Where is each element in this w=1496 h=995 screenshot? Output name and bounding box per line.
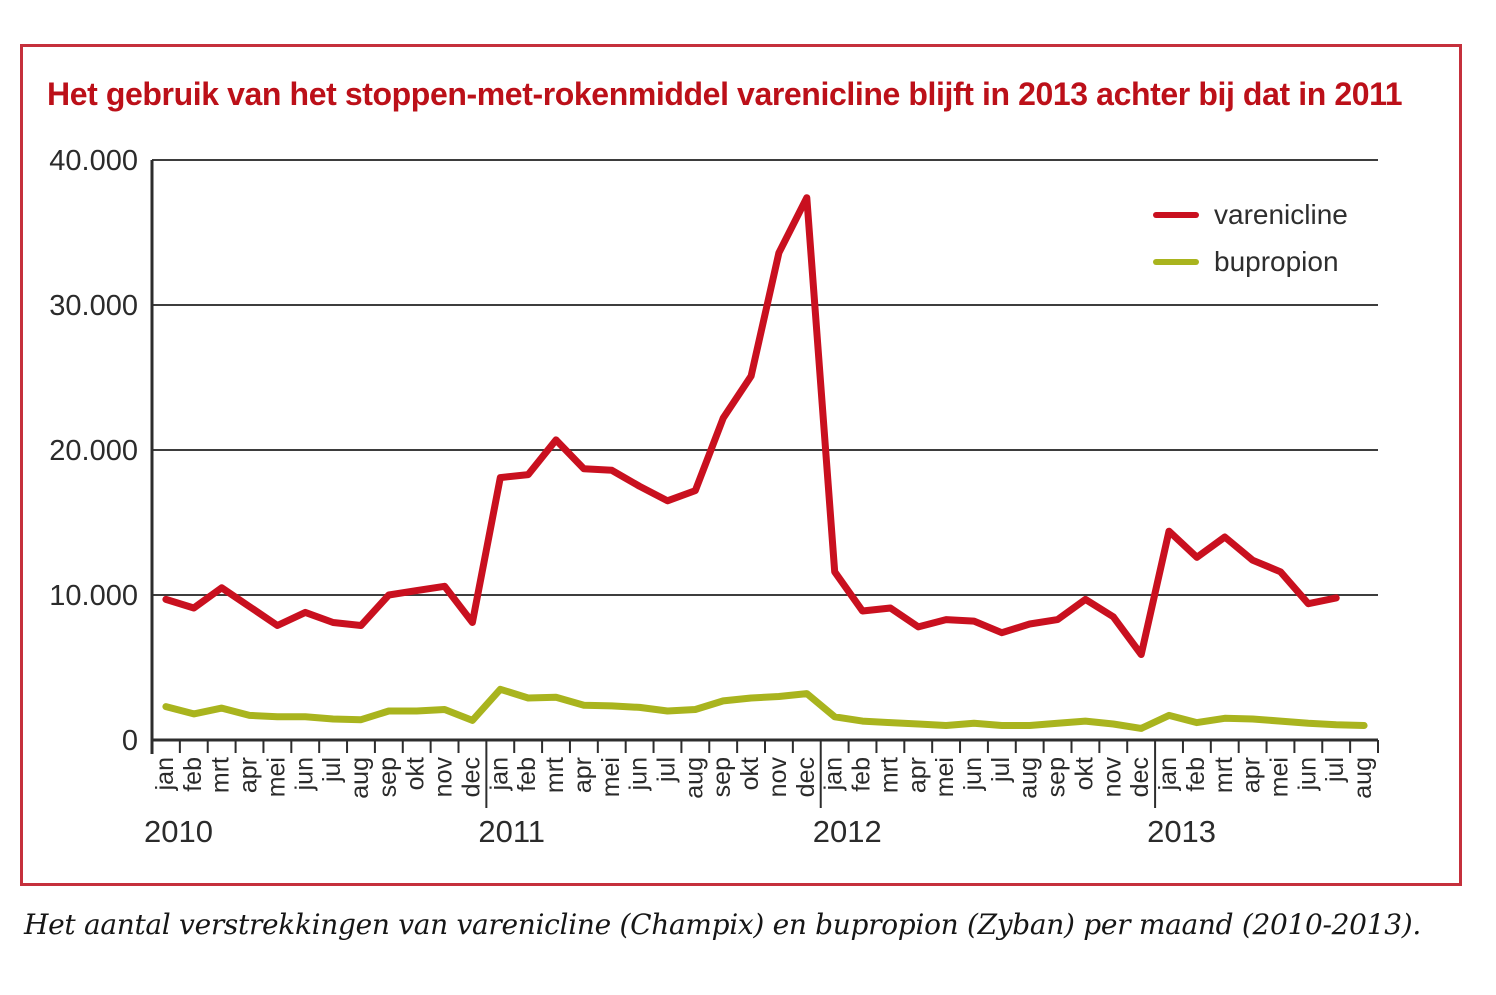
x-month-label: jul — [1321, 757, 1349, 783]
x-month-label: jun — [1293, 757, 1321, 791]
x-month-label: aug — [1349, 757, 1377, 799]
x-month-label: aug — [1015, 757, 1043, 799]
varenicline-line-swatch — [1153, 212, 1199, 218]
x-month-label: dec — [1126, 757, 1154, 797]
x-month-label: feb — [513, 757, 541, 792]
varenicline-line — [162, 194, 1340, 658]
legend-label-varenicline: varenicline — [1214, 199, 1348, 230]
x-month-label: sep — [708, 757, 736, 797]
x-month-label: jun — [625, 757, 653, 791]
x-month-label: jan — [151, 757, 179, 791]
x-month-label: jul — [987, 757, 1015, 783]
x-month-label: nov — [764, 757, 792, 798]
y-tick-label: 30.000 — [49, 290, 138, 322]
x-month-label: jun — [290, 757, 318, 791]
legend-item-bupropion: bupropion — [1153, 245, 1348, 279]
x-month-label: apr — [903, 757, 931, 793]
x-month-label: nov — [430, 757, 458, 798]
x-month-label: mei — [1266, 757, 1294, 797]
x-month-label: feb — [1182, 757, 1210, 792]
x-year-label: 2010 — [144, 814, 213, 849]
bupropion-line — [162, 685, 1368, 732]
x-month-label: mei — [597, 757, 625, 797]
x-month-label: aug — [346, 757, 374, 799]
legend: varenicline bupropion — [1153, 198, 1348, 279]
x-month-label: jan — [820, 757, 848, 791]
figure-title: Het gebruik van het stoppen-met-rokenmid… — [47, 76, 1403, 112]
figure-caption: Het aantal verstrekkingen van vareniclin… — [24, 908, 1421, 941]
x-month-label: mrt — [541, 757, 569, 793]
x-month-label: mrt — [1210, 757, 1238, 793]
x-month-label: dec — [457, 757, 485, 797]
legend-label-bupropion: bupropion — [1214, 246, 1339, 277]
x-month-label: mrt — [207, 757, 235, 793]
x-month-label: okt — [736, 757, 764, 790]
x-month-label: mei — [262, 757, 290, 797]
x-month-label: aug — [680, 757, 708, 799]
x-year-label: 2011 — [478, 814, 545, 849]
y-tick-label: 0 — [122, 725, 138, 757]
x-month-label: dec — [792, 757, 820, 797]
y-tick-label: 10.000 — [49, 580, 138, 612]
x-month-label: nov — [1098, 757, 1126, 798]
x-month-label: feb — [179, 757, 207, 792]
x-year-label: 2013 — [1147, 814, 1216, 849]
x-month-label: sep — [1043, 757, 1071, 797]
x-month-label: jul — [653, 757, 681, 783]
x-month-label: sep — [374, 757, 402, 797]
x-month-label: jun — [959, 757, 987, 791]
y-tick-label: 20.000 — [49, 435, 138, 467]
x-month-label: okt — [1070, 757, 1098, 790]
x-month-label: mrt — [875, 757, 903, 793]
legend-item-varenicline: varenicline — [1153, 198, 1348, 232]
x-month-label: feb — [848, 757, 876, 792]
x-month-label: okt — [402, 757, 430, 790]
x-month-label: jul — [318, 757, 346, 783]
x-month-label: jan — [1154, 757, 1182, 791]
x-year-label: 2012 — [813, 814, 882, 849]
y-tick-label: 40.000 — [49, 145, 138, 177]
x-month-label: mei — [931, 757, 959, 797]
figure-box — [20, 44, 1462, 886]
bupropion-line-swatch — [1153, 259, 1199, 265]
x-month-label: jan — [485, 757, 513, 791]
x-month-label: apr — [569, 757, 597, 793]
x-month-label: apr — [235, 757, 263, 793]
x-month-label: apr — [1238, 757, 1266, 793]
